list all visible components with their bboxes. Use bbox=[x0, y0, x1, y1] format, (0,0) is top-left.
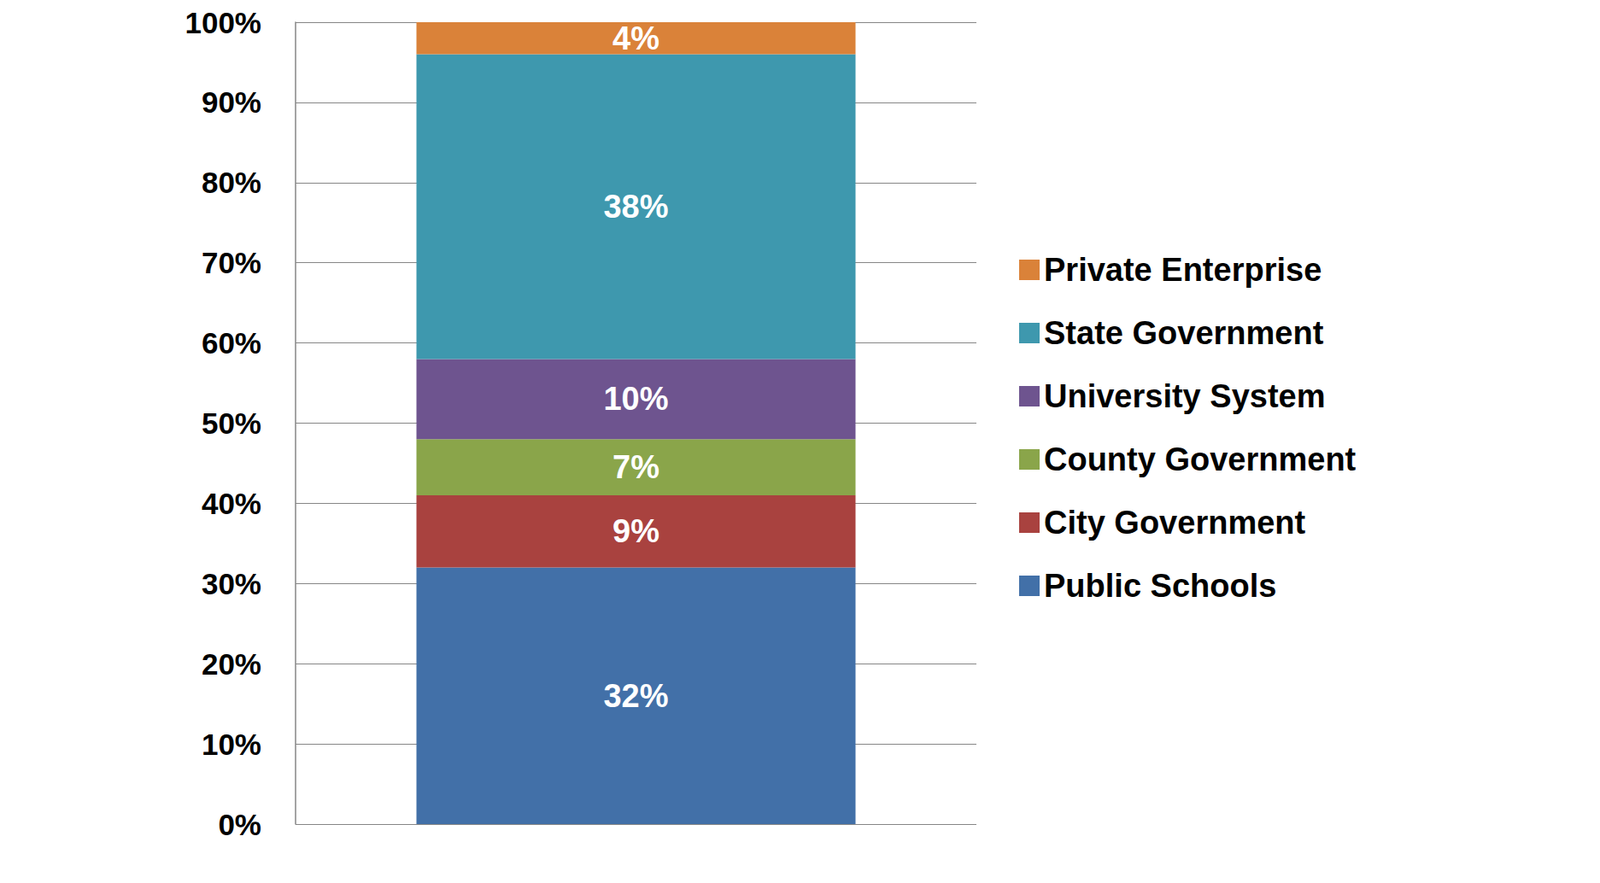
svg-text:50%: 50% bbox=[201, 406, 262, 440]
svg-text:County Government: County Government bbox=[1043, 441, 1357, 478]
svg-text:9%: 9% bbox=[612, 513, 660, 550]
svg-text:80%: 80% bbox=[201, 165, 262, 200]
svg-text:Public Schools: Public Schools bbox=[1043, 568, 1277, 604]
svg-text:University System: University System bbox=[1043, 378, 1326, 415]
svg-text:Private Enterprise: Private Enterprise bbox=[1043, 252, 1322, 288]
svg-text:38%: 38% bbox=[603, 188, 669, 225]
svg-text:10%: 10% bbox=[603, 380, 669, 417]
svg-text:32%: 32% bbox=[603, 678, 669, 715]
svg-text:State Government: State Government bbox=[1043, 315, 1325, 352]
svg-text:60%: 60% bbox=[201, 326, 262, 360]
svg-text:20%: 20% bbox=[201, 647, 262, 681]
svg-text:90%: 90% bbox=[201, 85, 262, 119]
svg-text:4%: 4% bbox=[612, 20, 660, 57]
svg-text:City Government: City Government bbox=[1043, 504, 1307, 541]
svg-text:100%: 100% bbox=[184, 5, 262, 40]
svg-text:7%: 7% bbox=[612, 449, 660, 486]
svg-text:40%: 40% bbox=[201, 486, 262, 521]
svg-text:0%: 0% bbox=[217, 808, 262, 842]
svg-text:70%: 70% bbox=[201, 246, 262, 280]
svg-text:10%: 10% bbox=[201, 727, 262, 762]
svg-text:30%: 30% bbox=[201, 567, 262, 601]
